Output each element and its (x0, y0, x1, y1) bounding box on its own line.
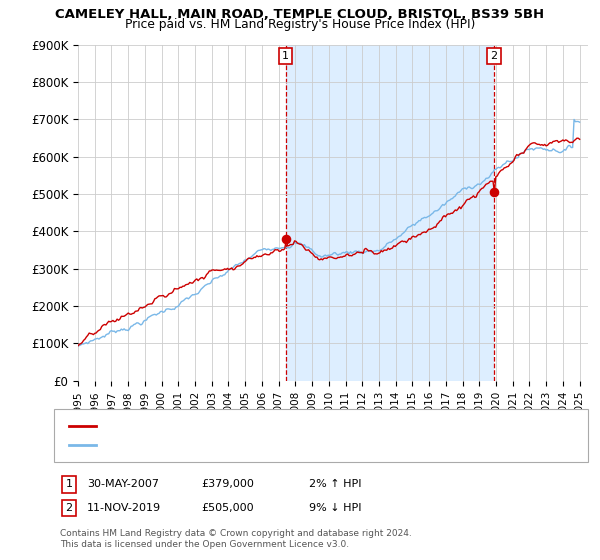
Point (489, 188, 499, 197)
Text: Price paid vs. HM Land Registry's House Price Index (HPI): Price paid vs. HM Land Registry's House … (125, 18, 475, 31)
Text: £505,000: £505,000 (201, 503, 254, 513)
Text: CAMELEY HALL, MAIN ROAD, TEMPLE CLOUD, BRISTOL, BS39 5BH: CAMELEY HALL, MAIN ROAD, TEMPLE CLOUD, B… (55, 8, 545, 21)
Point (281, 235, 290, 244)
Text: CAMELEY HALL, MAIN ROAD, TEMPLE CLOUD, BRISTOL, BS39 5BH (detached house): CAMELEY HALL, MAIN ROAD, TEMPLE CLOUD, B… (101, 421, 526, 431)
Text: 1: 1 (65, 479, 73, 489)
Text: £379,000: £379,000 (201, 479, 254, 489)
Text: 11-NOV-2019: 11-NOV-2019 (87, 503, 161, 513)
Text: 2: 2 (490, 51, 497, 61)
Bar (286, 45, 494, 381)
Text: 2% ↑ HPI: 2% ↑ HPI (309, 479, 361, 489)
Text: 1: 1 (282, 51, 289, 61)
Text: 30-MAY-2007: 30-MAY-2007 (87, 479, 159, 489)
Text: Contains HM Land Registry data © Crown copyright and database right 2024.
This d: Contains HM Land Registry data © Crown c… (60, 529, 412, 549)
Text: 9% ↓ HPI: 9% ↓ HPI (309, 503, 361, 513)
Text: HPI: Average price, detached house, Bath and North East Somerset: HPI: Average price, detached house, Bath… (101, 440, 442, 450)
Text: 2: 2 (65, 503, 73, 513)
